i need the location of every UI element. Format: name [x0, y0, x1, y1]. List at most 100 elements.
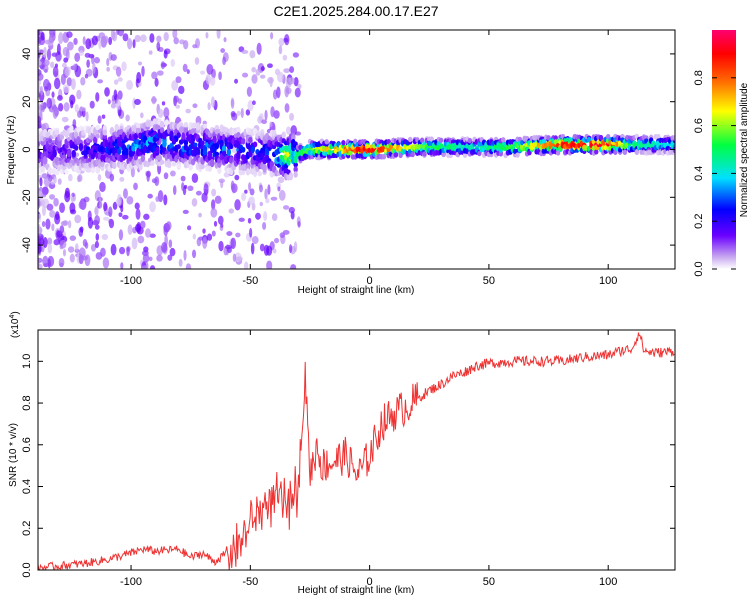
heatmap-speckle — [74, 214, 82, 224]
heatmap-speckle — [73, 37, 78, 46]
heatmap-speckle — [241, 192, 246, 202]
heatmap-speckle — [154, 176, 160, 187]
heatmap-speckle — [143, 213, 150, 220]
heatmap-speckle — [241, 49, 249, 54]
heatmap-cell — [441, 151, 446, 158]
heatmap-speckle — [39, 177, 43, 187]
heatmap-speckle — [249, 227, 253, 238]
heatmap-speckle — [265, 197, 270, 204]
heatmap-speckle — [156, 41, 161, 52]
heatmap-speckle — [264, 109, 268, 121]
heatmap-speckle — [202, 228, 206, 234]
heatmap-cell — [293, 162, 298, 168]
heatmap-speckle — [106, 66, 111, 72]
heatmap-speckle — [57, 95, 63, 101]
heatmap-speckle — [62, 220, 69, 226]
colorbar-label: Normalized spectral amplitude — [739, 82, 750, 217]
heatmap-speckle — [231, 183, 238, 194]
heatmap-speckle — [211, 230, 216, 237]
heatmap-speckle — [183, 249, 187, 261]
heatmap-cell — [64, 144, 69, 149]
heatmap-cell — [150, 160, 155, 166]
heatmap-cell — [64, 168, 69, 175]
heatmap-speckle — [226, 231, 233, 236]
heatmap-speckle — [149, 201, 156, 213]
heatmap-cell — [656, 133, 661, 140]
heatmap-speckle — [246, 86, 252, 97]
heatmap-speckle — [45, 218, 51, 230]
heatmap-speckle — [256, 42, 262, 55]
heatmap-speckle — [78, 50, 84, 57]
heatmap-speckle — [249, 50, 256, 59]
snr-frame — [37, 329, 676, 571]
heatmap-speckle — [85, 38, 92, 50]
heatmap-speckle — [38, 36, 42, 44]
heatmap-speckle — [56, 43, 61, 56]
heatmap-speckle — [67, 220, 72, 229]
heatmap-speckle — [198, 212, 202, 218]
heatmap-speckle — [182, 63, 188, 73]
heatmap-speckle — [163, 194, 168, 206]
heatmap-cell — [73, 145, 79, 151]
heatmap-speckle — [178, 258, 183, 267]
heatmap-speckle — [71, 192, 75, 198]
heatmap-speckle — [131, 237, 138, 250]
snr-xtick-label: 100 — [599, 576, 617, 588]
heatmap-cell — [477, 150, 482, 157]
heatmap-cell — [381, 154, 387, 160]
heatmap-speckle — [288, 244, 293, 254]
heatmap-speckle — [38, 61, 42, 66]
heatmap-speckle — [220, 48, 226, 54]
heatmap-cell — [157, 155, 162, 161]
heatmap-speckle — [74, 52, 81, 63]
heatmap-speckle — [297, 221, 301, 228]
heatmap-speckle — [59, 225, 65, 234]
heatmap-cell — [52, 149, 57, 158]
spectrogram-y-label: Frequency (Hz) — [6, 116, 17, 185]
heatmap-speckle — [168, 239, 173, 248]
heatmap-speckle — [90, 244, 97, 252]
heatmap-speckle — [65, 66, 71, 77]
heatmap-speckle — [234, 78, 239, 84]
heatmap-speckle — [276, 86, 281, 99]
heatmap-cell — [131, 145, 136, 152]
heatmap-speckle — [230, 110, 236, 118]
snr-ytick-label: 1.0 — [21, 354, 33, 369]
heatmap-speckle — [126, 246, 130, 257]
heatmap-speckle — [276, 71, 284, 83]
heatmap-speckle — [80, 77, 86, 86]
heatmap-speckle — [93, 57, 101, 64]
heatmap-speckle — [99, 200, 103, 209]
heatmap-speckle — [43, 59, 50, 67]
heatmap-cell — [240, 169, 246, 176]
snr-series-line — [38, 332, 675, 570]
heatmap-speckle — [70, 196, 75, 203]
heatmap-speckle — [46, 48, 52, 61]
heatmap-speckle — [55, 211, 60, 221]
heatmap-speckle — [122, 214, 129, 220]
heatmap-speckle — [118, 212, 123, 218]
heatmap-speckle — [84, 52, 91, 58]
heatmap-speckle — [289, 66, 295, 73]
heatmap-speckle — [273, 237, 280, 244]
spectrogram-xtick-label: 100 — [599, 275, 617, 287]
heatmap-speckle — [293, 77, 299, 87]
heatmap-speckle — [41, 205, 46, 217]
heatmap-speckle — [137, 235, 145, 244]
heatmap-speckle — [147, 193, 153, 199]
heatmap-speckle — [226, 246, 232, 254]
heatmap-speckle — [259, 201, 263, 207]
heatmap-speckle — [284, 103, 290, 113]
heatmap-speckle — [278, 189, 286, 201]
snr-y-ticks: 0.0 0.2 0.4 0.6 0.8 1.0 — [21, 354, 675, 578]
heatmap-speckle — [278, 37, 285, 47]
heatmap-speckle — [67, 173, 73, 182]
heatmap-speckle — [136, 71, 142, 84]
heatmap-speckle — [101, 114, 106, 119]
heatmap-speckle — [38, 223, 41, 231]
heatmap-speckle — [108, 36, 113, 46]
heatmap-speckle — [142, 253, 150, 263]
heatmap-speckle — [98, 40, 102, 50]
heatmap-speckle — [202, 237, 208, 249]
heatmap-speckle — [113, 89, 118, 101]
